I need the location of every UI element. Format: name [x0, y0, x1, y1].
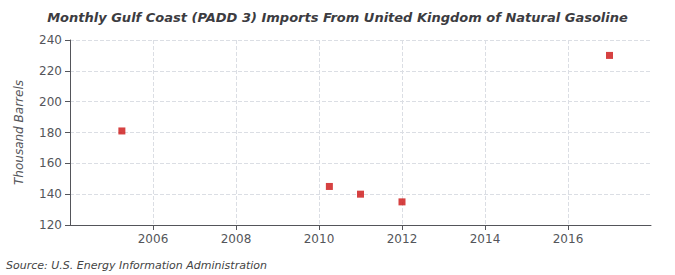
svg-text:180: 180 — [39, 126, 62, 140]
svg-text:2014: 2014 — [470, 232, 501, 246]
svg-text:Source: U.S. Energy Informatio: Source: U.S. Energy Information Administ… — [6, 259, 267, 272]
svg-text:240: 240 — [39, 33, 62, 47]
svg-text:2010: 2010 — [304, 232, 335, 246]
svg-text:2012: 2012 — [387, 232, 418, 246]
svg-text:Monthly Gulf Coast (PADD 3) Im: Monthly Gulf Coast (PADD 3) Imports From… — [47, 10, 628, 25]
svg-text:160: 160 — [39, 156, 62, 170]
svg-text:120: 120 — [39, 218, 62, 232]
svg-text:140: 140 — [39, 187, 62, 201]
svg-text:2006: 2006 — [138, 232, 169, 246]
svg-text:Thousand Barrels: Thousand Barrels — [12, 80, 26, 185]
svg-text:2016: 2016 — [553, 232, 584, 246]
svg-text:200: 200 — [39, 95, 62, 109]
svg-text:220: 220 — [39, 64, 62, 78]
svg-text:2008: 2008 — [221, 232, 252, 246]
